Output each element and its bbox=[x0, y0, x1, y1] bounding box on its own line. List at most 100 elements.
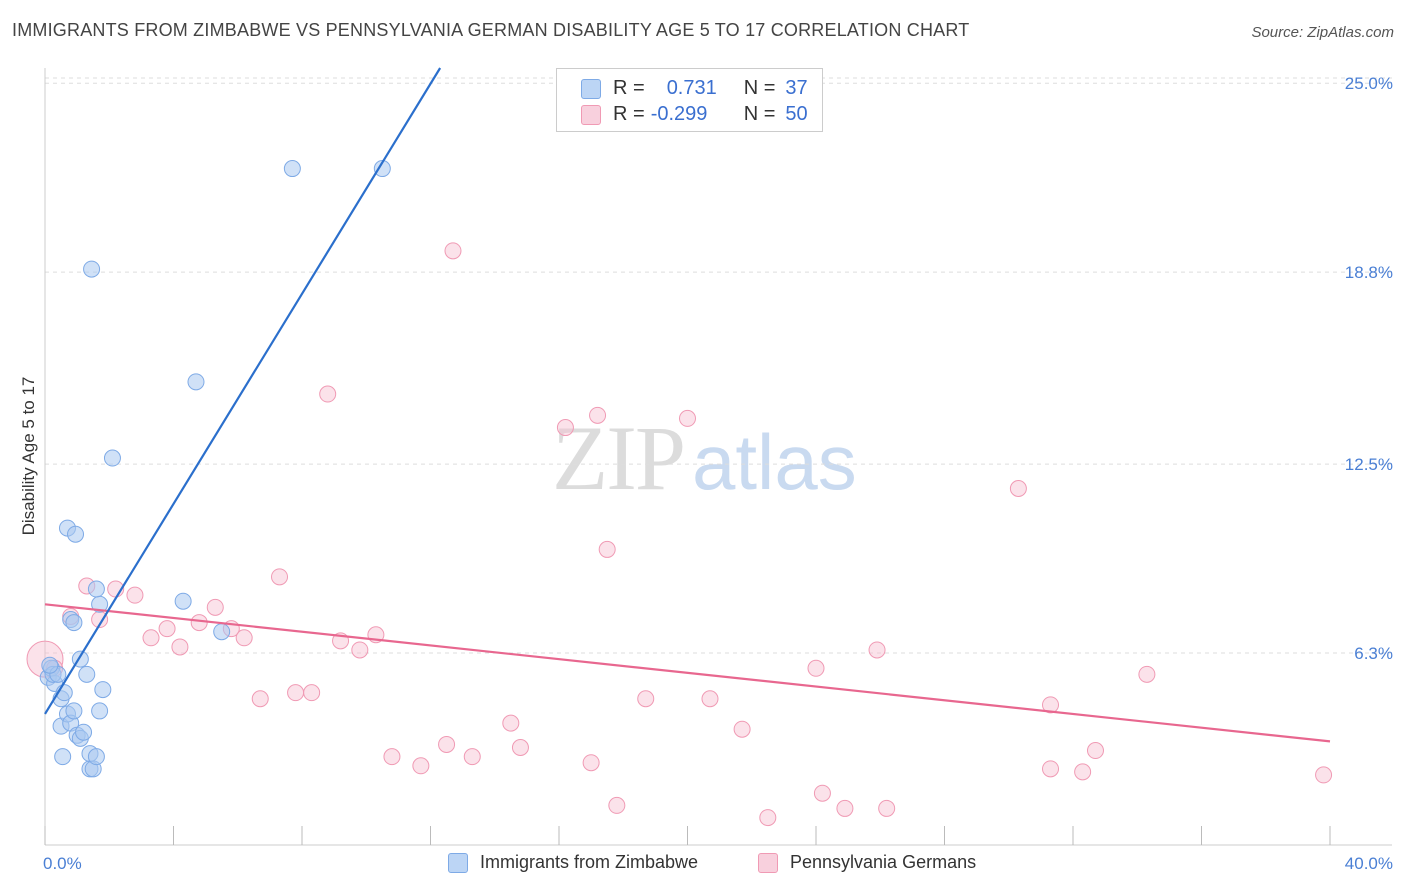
german-point bbox=[287, 684, 305, 702]
zimbabwe-point bbox=[54, 748, 72, 766]
legend-label-german: Pennsylvania Germans bbox=[790, 852, 977, 872]
zimbabwe-point bbox=[91, 702, 109, 720]
german-point bbox=[351, 641, 369, 659]
y-tick-label: 25.0% bbox=[1345, 74, 1393, 93]
german-point bbox=[1009, 479, 1027, 497]
zimbabwe-point bbox=[41, 656, 59, 674]
german-point bbox=[383, 748, 401, 766]
zimbabwe-point bbox=[65, 702, 83, 720]
german-point bbox=[142, 629, 160, 647]
grid-lines bbox=[45, 77, 1392, 654]
zimbabwe-point bbox=[174, 592, 192, 610]
x-ticks bbox=[44, 826, 1331, 845]
german-point bbox=[319, 385, 337, 403]
german-point bbox=[1042, 696, 1060, 714]
chart-title: IMMIGRANTS FROM ZIMBABWE VS PENNSYLVANIA… bbox=[12, 20, 970, 40]
legend-swatch-zimbabwe bbox=[448, 852, 468, 873]
zimbabwe-point bbox=[187, 373, 205, 391]
legend-item-zimbabwe: Immigrants from Zimbabwe bbox=[448, 852, 698, 873]
watermark: ZIP atlas bbox=[552, 405, 857, 511]
y-axis-title: Disability Age 5 to 17 bbox=[19, 377, 38, 536]
german-point bbox=[271, 568, 289, 586]
stats-row-zimbabwe: R = 0.731 N = 37 bbox=[581, 77, 808, 100]
german-point bbox=[701, 690, 719, 708]
german-point bbox=[608, 796, 626, 814]
german-point bbox=[807, 659, 825, 677]
german-point bbox=[126, 586, 144, 604]
german-points bbox=[26, 242, 1333, 827]
german-point bbox=[463, 748, 481, 766]
german-point bbox=[158, 620, 176, 638]
watermark-atlas: atlas bbox=[692, 418, 857, 506]
german-point bbox=[733, 720, 751, 738]
stats-n-value-zimbabwe: 37 bbox=[785, 77, 808, 99]
bottom-legend: Immigrants from Zimbabwe Pennsylvania Ge… bbox=[0, 852, 1406, 878]
german-point bbox=[1138, 665, 1156, 683]
german-point bbox=[582, 754, 600, 772]
zimbabwe-points bbox=[39, 160, 391, 778]
stats-legend: R = 0.731 N = 37 R = -0.299 N = 50 bbox=[556, 68, 823, 132]
watermark-zip: ZIP bbox=[552, 407, 686, 509]
zimbabwe-point bbox=[94, 681, 112, 699]
x-tick-label-min: 0.0% bbox=[43, 854, 82, 873]
zimbabwe-point bbox=[83, 260, 101, 278]
stats-n-label-german: N = bbox=[743, 103, 776, 125]
stats-n-label-zimbabwe: N = bbox=[743, 77, 776, 99]
zimbabwe-point bbox=[87, 748, 105, 766]
german-point bbox=[235, 629, 253, 647]
german-point bbox=[171, 638, 189, 656]
german-point bbox=[303, 684, 321, 702]
german-point bbox=[511, 738, 529, 756]
source-label: Source: ZipAtlas.com bbox=[1251, 24, 1394, 41]
german-point bbox=[598, 540, 616, 558]
german-point bbox=[502, 714, 520, 732]
y-tick-label: 18.8% bbox=[1345, 263, 1393, 282]
german-point bbox=[878, 799, 896, 817]
stats-r-label-german: R = bbox=[613, 103, 645, 125]
stats-r-label-zimbabwe: R = bbox=[613, 77, 645, 99]
german-trend-line bbox=[44, 603, 1331, 743]
stats-swatch-zimbabwe bbox=[581, 78, 601, 99]
german-point bbox=[868, 641, 886, 659]
german-point bbox=[438, 735, 456, 753]
german-point bbox=[1315, 766, 1333, 784]
stats-swatch-german bbox=[581, 104, 601, 125]
y-tick-label: 12.5% bbox=[1345, 455, 1393, 474]
x-tick-label-max: 40.0% bbox=[1345, 854, 1393, 873]
german-point bbox=[251, 690, 269, 708]
german-point bbox=[759, 809, 777, 827]
stats-row-german: R = -0.299 N = 50 bbox=[581, 103, 808, 126]
trend-lines bbox=[44, 67, 1331, 743]
german-point bbox=[556, 419, 574, 437]
german-point bbox=[444, 242, 462, 260]
stats-n-value-german: 50 bbox=[785, 103, 808, 125]
zimbabwe-point bbox=[283, 160, 301, 178]
y-tick-label: 6.3% bbox=[1354, 644, 1393, 663]
axes bbox=[44, 68, 1392, 846]
german-point bbox=[1086, 742, 1104, 760]
german-point bbox=[1074, 763, 1092, 781]
zimbabwe-point bbox=[87, 580, 105, 598]
german-point bbox=[1042, 760, 1060, 778]
zimbabwe-point bbox=[75, 723, 93, 741]
zimbabwe-point bbox=[65, 614, 83, 632]
legend-item-german: Pennsylvania Germans bbox=[758, 852, 976, 873]
german-point bbox=[679, 409, 696, 427]
german-point bbox=[412, 757, 430, 775]
zimbabwe-point bbox=[213, 623, 231, 641]
legend-swatch-german bbox=[758, 852, 778, 873]
stats-r-value-german: -0.299 bbox=[650, 103, 708, 125]
zimbabwe-point bbox=[78, 665, 96, 683]
zimbabwe-trend-line bbox=[44, 67, 442, 715]
german-point bbox=[813, 784, 831, 802]
german-point bbox=[190, 614, 208, 632]
zimbabwe-point bbox=[103, 449, 121, 467]
stats-r-value-zimbabwe: 0.731 bbox=[666, 77, 717, 99]
zimbabwe-point bbox=[67, 525, 85, 543]
y-tick-labels: 6.3% 12.5% 18.8% 25.0% bbox=[1345, 74, 1393, 663]
german-point bbox=[206, 598, 224, 616]
german-point bbox=[836, 799, 854, 817]
german-point bbox=[589, 406, 607, 424]
german-point bbox=[637, 690, 655, 708]
